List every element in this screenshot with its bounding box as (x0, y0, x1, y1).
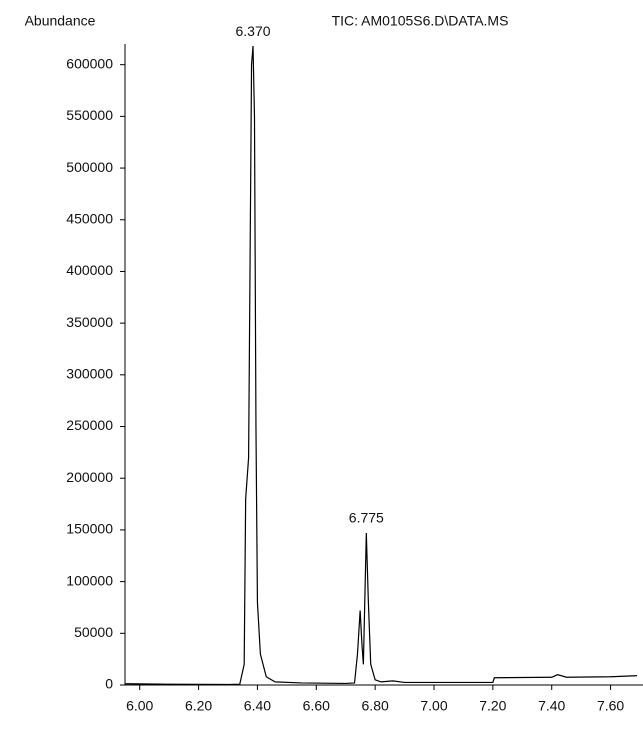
y-tick-label: 500000 (66, 159, 113, 175)
peak-label: 6.775 (349, 510, 384, 526)
y-tick-label: 100000 (66, 572, 113, 588)
x-tick-label: 6.00 (126, 698, 153, 714)
y-axis-label: Abundance (25, 13, 96, 29)
y-tick-label: 250000 (66, 417, 113, 433)
y-tick-label: 200000 (66, 469, 113, 485)
y-tick-label: 0 (105, 676, 113, 692)
x-tick-label: 7.00 (420, 698, 447, 714)
y-tick-label: 450000 (66, 210, 113, 226)
x-tick-label: 6.80 (362, 698, 389, 714)
y-tick-label: 400000 (66, 262, 113, 278)
peak-label: 6.370 (235, 23, 270, 39)
y-tick-label: 150000 (66, 521, 113, 537)
x-tick-label: 7.20 (479, 698, 506, 714)
y-tick-label: 50000 (74, 624, 113, 640)
y-tick-label: 600000 (66, 55, 113, 71)
x-tick-label: 7.40 (538, 698, 565, 714)
x-tick-label: 6.60 (303, 698, 330, 714)
x-tick-label: 7.60 (597, 698, 624, 714)
x-tick-label: 6.40 (244, 698, 271, 714)
y-tick-label: 300000 (66, 366, 113, 382)
x-tick-label: 6.20 (185, 698, 212, 714)
chart-title: TIC: AM0105S6.D\DATA.MS (332, 13, 509, 29)
y-tick-label: 350000 (66, 314, 113, 330)
y-tick-label: 550000 (66, 107, 113, 123)
trace (124, 46, 638, 686)
